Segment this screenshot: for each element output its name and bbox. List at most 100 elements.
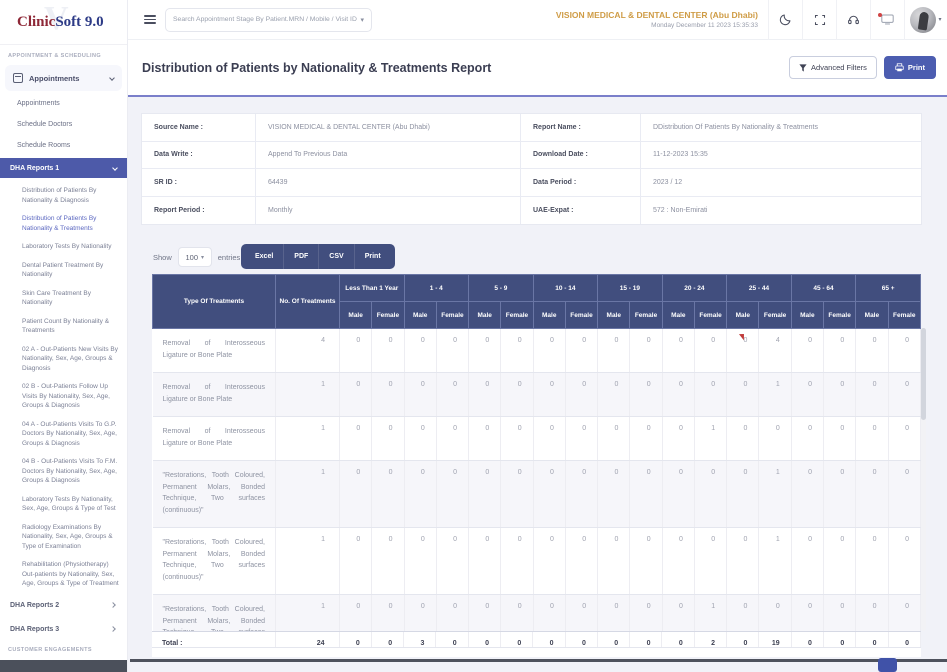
print-label: Print bbox=[907, 63, 925, 72]
value-cell: 0 bbox=[888, 372, 921, 417]
value-cell: 0 bbox=[565, 460, 599, 528]
sidebar-item[interactable]: Schedule Rooms bbox=[17, 142, 71, 149]
sidebar-subitem[interactable]: 04 A - Out-Patients Visits To G.P. Docto… bbox=[22, 420, 117, 447]
scroll-corner-button[interactable] bbox=[878, 658, 897, 672]
count-cell: 1 bbox=[275, 594, 340, 631]
print-button[interactable]: Print bbox=[883, 56, 936, 79]
value-cell: 0 bbox=[823, 328, 857, 373]
value-cell: 0 bbox=[371, 416, 405, 461]
sidebar-subitem[interactable]: Laboratory Tests By Nationality bbox=[22, 243, 112, 250]
sidebar-item[interactable]: Appointments bbox=[17, 100, 60, 107]
export-button-group: Excel PDF CSV Print bbox=[241, 244, 395, 269]
value-cell: 0 bbox=[791, 527, 824, 595]
scrollbar-thumb[interactable] bbox=[921, 328, 926, 420]
sidebar-subitem[interactable]: Dental Patient Treatment By Nationality bbox=[22, 261, 104, 279]
value-cell: 0 bbox=[533, 372, 566, 417]
horizontal-scrollbar-track[interactable] bbox=[130, 659, 947, 662]
value-cell: 0 bbox=[500, 460, 534, 528]
sidebar-subitem[interactable]: Radiology Examinations By Nationality, S… bbox=[22, 523, 113, 550]
hamburger-menu-icon[interactable] bbox=[144, 13, 156, 27]
clinic-info: VISION MEDICAL & DENTAL CENTER (Abu Dhab… bbox=[556, 10, 768, 29]
app-logo[interactable]: V ClinicSoft 9.0 bbox=[0, 0, 127, 45]
sidebar-subitem[interactable]: 02 A - Out-Patients New Visits By Nation… bbox=[22, 345, 118, 372]
value-cell: 0 bbox=[726, 416, 760, 461]
value-cell: 0 bbox=[565, 527, 599, 595]
sidebar-subitem[interactable]: Distribution of Patients By Nationality … bbox=[22, 215, 97, 232]
col-female: Female bbox=[758, 301, 792, 329]
sidebar-subitem[interactable]: Rehabilitation (Physiotherapy) Out-patie… bbox=[22, 561, 119, 587]
search-input[interactable] bbox=[173, 16, 361, 23]
value-cell: 0 bbox=[371, 372, 405, 417]
value-cell: 0 bbox=[597, 527, 631, 595]
total-count-cell: 24 bbox=[275, 632, 340, 648]
value-cell: 1 bbox=[758, 372, 792, 417]
value-cell: 0 bbox=[888, 594, 921, 631]
clinic-datetime: Monday December 11 2023 15:35:33 bbox=[651, 22, 758, 29]
export-csv-button[interactable]: CSV bbox=[318, 244, 353, 269]
info-label: Data Period : bbox=[521, 169, 641, 197]
sidebar-subitem[interactable]: Patient Count By Nationality & Treatment… bbox=[22, 317, 110, 335]
col-age-group: 1 - 4 bbox=[403, 274, 470, 302]
col-male: Male bbox=[661, 301, 695, 329]
value-cell: 0 bbox=[597, 416, 631, 461]
user-avatar[interactable]: ▾ bbox=[905, 0, 947, 40]
sidebar-subitem[interactable]: 04 B - Out-Patients Visits To F.M. Docto… bbox=[22, 458, 118, 484]
support-headset-icon[interactable] bbox=[837, 0, 870, 40]
table-controls: Show 100 ▾ entries Excel PDF CSV Print bbox=[153, 244, 395, 270]
sidebar-item-dha-reports-1[interactable]: DHA Reports 1 bbox=[0, 158, 127, 178]
treatment-cell: "Restorations, Tooth Coloured, Permanent… bbox=[152, 527, 276, 595]
info-value: 572 : Non-Emirati bbox=[653, 206, 708, 214]
value-cell: 0 bbox=[791, 372, 824, 417]
value-cell: 0 bbox=[371, 460, 405, 528]
value-cell: 0 bbox=[371, 594, 405, 631]
screen-record-icon[interactable] bbox=[871, 0, 904, 40]
value-cell: 0 bbox=[565, 328, 599, 373]
value-cell: 0 bbox=[500, 372, 534, 417]
value-cell: 0 bbox=[791, 328, 824, 373]
sidebar-item-appointments-parent[interactable]: Appointments bbox=[5, 65, 122, 91]
chevron-down-icon bbox=[109, 75, 115, 81]
sidebar-item-dha-reports-3[interactable]: DHA Reports 3 bbox=[0, 622, 127, 637]
value-cell: 0 bbox=[629, 416, 663, 461]
value-cell: 0 bbox=[468, 328, 502, 373]
search-box[interactable]: ▾ bbox=[165, 7, 372, 32]
value-cell: 0 bbox=[823, 460, 857, 528]
value-cell: 0 bbox=[888, 328, 921, 373]
col-male: Male bbox=[338, 301, 373, 329]
sidebar-subitem[interactable]: Skin Care Treatment By Nationality bbox=[22, 289, 91, 307]
page-size-select[interactable]: 100 ▾ bbox=[177, 247, 212, 267]
total-value-cell: 0 bbox=[468, 632, 501, 648]
total-value-cell: 0 bbox=[371, 632, 405, 648]
col-female: Female bbox=[693, 301, 728, 329]
col-male: Male bbox=[403, 301, 437, 329]
value-cell: 0 bbox=[726, 460, 760, 528]
count-cell: 1 bbox=[275, 460, 340, 528]
sidebar-subitem[interactable]: Laboratory Tests By Nationality, Sex, Ag… bbox=[22, 495, 116, 513]
col-female: Female bbox=[564, 301, 599, 329]
sidebar-subitem[interactable]: Distribution of Patients By Nationality … bbox=[22, 187, 97, 204]
export-excel-button[interactable]: Excel bbox=[255, 253, 274, 260]
chevron-down-icon: ▾ bbox=[201, 254, 205, 261]
info-value: VISION MEDICAL & DENTAL CENTER (Abu Dhab… bbox=[256, 114, 521, 142]
count-cell: 4 bbox=[275, 328, 340, 373]
chevron-down-icon: ▾ bbox=[938, 17, 942, 23]
value-cell: 0 bbox=[855, 328, 889, 373]
table-vertical-scrollbar[interactable] bbox=[921, 328, 926, 631]
treatment-cell: Removal of Interosseous Ligature or Bone… bbox=[152, 372, 276, 417]
value-cell: 1 bbox=[758, 527, 792, 595]
sidebar-subitem[interactable]: 02 B - Out-Patients Follow Up Visits By … bbox=[22, 383, 110, 409]
value-cell: 0 bbox=[823, 372, 857, 417]
sidebar-item[interactable]: Schedule Doctors bbox=[17, 121, 73, 128]
value-cell: 0 bbox=[500, 594, 534, 631]
export-pdf-button[interactable]: PDF bbox=[283, 244, 318, 269]
dark-mode-moon-icon[interactable] bbox=[769, 0, 802, 40]
export-print-button[interactable]: Print bbox=[353, 244, 391, 269]
clinic-name: VISION MEDICAL & DENTAL CENTER (Abu Dhab… bbox=[555, 10, 758, 20]
fullscreen-icon[interactable] bbox=[803, 0, 836, 40]
report-table: Type Of Treatments No. Of Treatments Les… bbox=[152, 274, 921, 631]
advanced-filters-button[interactable]: Advanced Filters bbox=[789, 56, 877, 79]
report-info-table: Source Name : VISION MEDICAL & DENTAL CEN… bbox=[141, 113, 922, 225]
sidebar-item-dha-reports-2[interactable]: DHA Reports 2 bbox=[0, 598, 127, 613]
entries-label: entries bbox=[217, 252, 241, 262]
value-cell: 0 bbox=[726, 594, 760, 631]
